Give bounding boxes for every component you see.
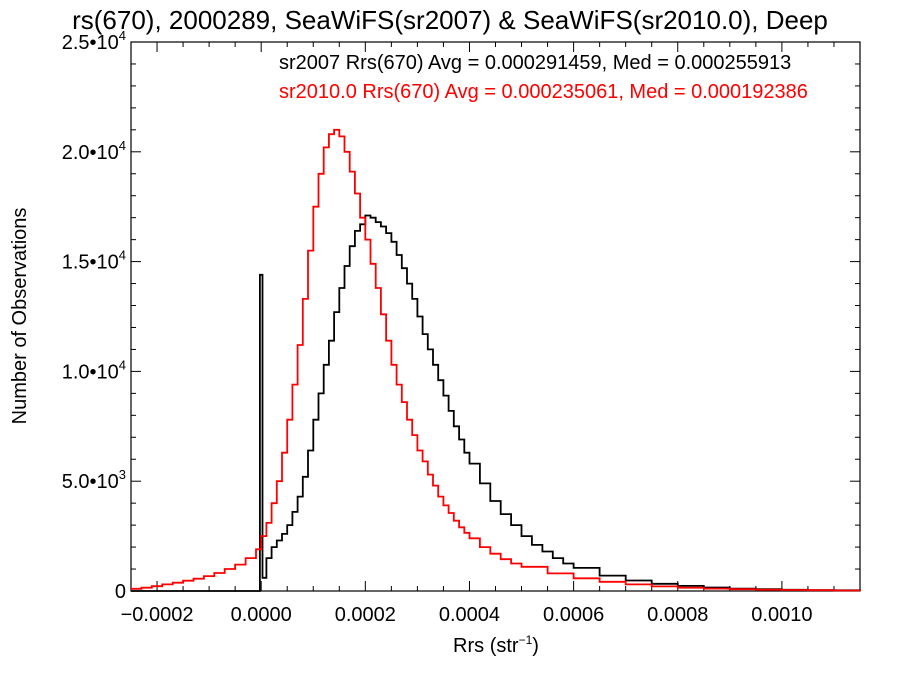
axis-ticks: −0.0002 0.0000 0.0002 0.0004 0.0006 0.0008 0.0… — [62, 28, 861, 626]
legend-entry-sr2007: sr2007 Rrs(670) Avg = 0.000291459, Med =… — [279, 52, 791, 74]
y-tick-label: 5.0•103 — [62, 467, 126, 493]
x-tick-label: 0.0010 — [751, 604, 812, 626]
x-tick-label: −0.0002 — [121, 604, 194, 626]
y-tick-label: 2.0•104 — [62, 138, 126, 164]
y-axis-label: Number of Observations — [9, 208, 31, 425]
x-tick-label: 0.0002 — [335, 604, 396, 626]
x-axis-label: Rrs (str−1) — [453, 633, 539, 657]
series-layer — [131, 128, 861, 592]
series-line-sr2010.0 — [131, 128, 861, 592]
x-tick-label: 0.0006 — [543, 604, 604, 626]
plot-frame — [130, 41, 861, 592]
x-tick-label: 0.0000 — [231, 604, 292, 626]
y-tick-label: 0 — [115, 581, 126, 603]
series-line-sr2007 — [131, 214, 861, 592]
chart-title: rs(670), 2000289, SeaWiFS(sr2007) & SeaW… — [72, 5, 828, 35]
x-axis-label-text: Rrs (str — [453, 635, 519, 657]
x-axis-label-superscript: −1 — [519, 633, 533, 647]
y-tick-label: 1.5•104 — [62, 248, 126, 274]
legend-entry-sr2010: sr2010.0 Rrs(670) Avg = 0.000235061, Med… — [279, 81, 808, 103]
x-axis-label-close: ) — [532, 635, 539, 657]
x-tick-label: 0.0008 — [647, 604, 708, 626]
x-tick-label: 0.0004 — [439, 604, 500, 626]
y-tick-label: 1.0•104 — [62, 357, 126, 383]
y-tick-label: 2.5•104 — [62, 28, 126, 54]
